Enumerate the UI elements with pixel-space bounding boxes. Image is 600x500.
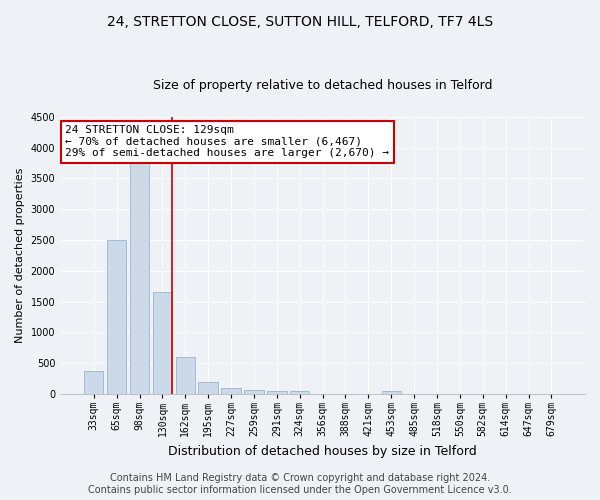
Text: 24 STRETTON CLOSE: 129sqm
← 70% of detached houses are smaller (6,467)
29% of se: 24 STRETTON CLOSE: 129sqm ← 70% of detac… (65, 125, 389, 158)
Y-axis label: Number of detached properties: Number of detached properties (15, 168, 25, 343)
Bar (152, 292, 172, 394)
Bar (107, 240, 127, 394)
Bar (244, 390, 263, 394)
Text: Contains HM Land Registry data © Crown copyright and database right 2024.
Contai: Contains HM Land Registry data © Crown c… (88, 474, 512, 495)
Bar (84, 370, 103, 394)
Bar (199, 382, 218, 394)
Title: Size of property relative to detached houses in Telford: Size of property relative to detached ho… (153, 79, 493, 92)
Bar (221, 388, 241, 394)
Bar (267, 390, 287, 394)
X-axis label: Distribution of detached houses by size in Telford: Distribution of detached houses by size … (168, 444, 477, 458)
Bar (382, 390, 401, 394)
Bar (176, 357, 195, 394)
Bar (130, 163, 149, 394)
Text: 24, STRETTON CLOSE, SUTTON HILL, TELFORD, TF7 4LS: 24, STRETTON CLOSE, SUTTON HILL, TELFORD… (107, 15, 493, 29)
Bar (290, 390, 310, 394)
